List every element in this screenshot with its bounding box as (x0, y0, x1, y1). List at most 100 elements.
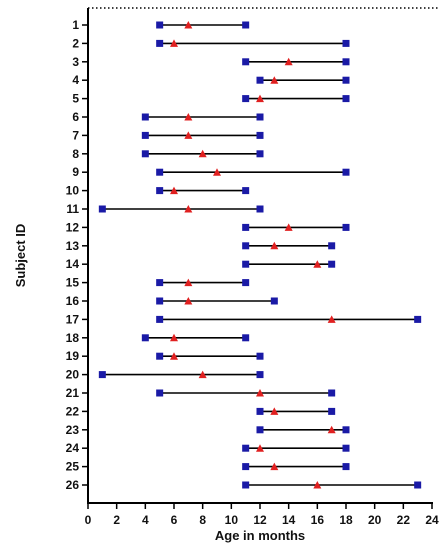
start-marker (242, 58, 250, 66)
start-marker (256, 76, 264, 84)
event-marker (256, 444, 264, 452)
y-tick-label: 22 (66, 404, 80, 418)
start-marker (256, 407, 264, 415)
end-marker (342, 76, 350, 84)
end-marker (414, 481, 422, 489)
x-tick-label: 20 (368, 513, 382, 527)
end-marker (342, 223, 350, 231)
end-marker (256, 150, 264, 158)
end-marker (256, 131, 264, 139)
event-marker (184, 113, 193, 121)
start-marker (242, 95, 250, 103)
start-marker (156, 279, 164, 287)
y-tick-label: 21 (66, 386, 80, 400)
y-tick-label: 25 (66, 460, 80, 474)
event-marker (198, 149, 207, 158)
start-marker (156, 352, 164, 360)
x-tick-label: 2 (113, 513, 120, 527)
end-marker (342, 58, 350, 66)
start-marker (156, 187, 164, 195)
end-marker (270, 297, 278, 305)
x-axis-title: Age in months (215, 528, 305, 543)
y-tick-label: 17 (66, 312, 80, 326)
end-marker (414, 315, 422, 323)
event-marker (284, 57, 293, 66)
x-tick-label: 6 (171, 513, 178, 527)
start-marker (156, 297, 164, 305)
start-marker (242, 242, 250, 250)
y-tick-label: 10 (66, 184, 80, 198)
start-marker (242, 260, 250, 268)
event-marker (313, 481, 322, 489)
start-marker (98, 371, 106, 379)
start-marker (242, 481, 250, 489)
x-tick-label: 24 (425, 513, 439, 527)
y-tick-label: 23 (66, 423, 80, 437)
event-marker (313, 260, 322, 268)
event-marker (256, 389, 264, 397)
event-marker (184, 278, 193, 287)
end-marker (342, 95, 350, 103)
event-marker (184, 297, 193, 305)
end-marker (242, 279, 250, 287)
y-tick-label: 19 (66, 349, 80, 363)
event-marker (270, 462, 279, 471)
start-marker (141, 131, 149, 139)
end-marker (256, 113, 264, 121)
end-marker (342, 426, 350, 434)
y-tick-label: 12 (66, 220, 80, 234)
event-marker (270, 407, 279, 415)
y-tick-label: 9 (72, 165, 79, 179)
start-marker (141, 150, 149, 158)
x-tick-label: 4 (142, 513, 149, 527)
start-marker (242, 463, 250, 471)
y-tick-label: 26 (66, 478, 80, 492)
y-tick-label: 4 (72, 73, 79, 87)
y-tick-label: 8 (72, 147, 79, 161)
end-marker (328, 389, 336, 397)
event-marker (170, 39, 178, 47)
event-marker (213, 168, 221, 176)
event-marker (256, 94, 264, 103)
y-tick-label: 2 (72, 36, 79, 50)
start-marker (141, 334, 149, 342)
end-marker (328, 242, 336, 250)
event-marker (198, 370, 207, 379)
end-marker (242, 187, 250, 195)
event-marker (184, 131, 193, 139)
end-marker (328, 260, 336, 268)
y-tick-label: 5 (72, 92, 79, 106)
event-marker (284, 223, 293, 231)
event-marker (327, 425, 336, 434)
y-tick-label: 24 (66, 441, 80, 455)
start-marker (156, 389, 164, 397)
y-tick-label: 16 (66, 294, 80, 308)
start-marker (141, 113, 149, 121)
x-tick-label: 22 (397, 513, 411, 527)
x-tick-label: 18 (339, 513, 353, 527)
event-marker (170, 352, 178, 360)
x-tick-label: 12 (253, 513, 267, 527)
end-marker (342, 463, 350, 471)
event-marker (270, 241, 279, 250)
start-marker (242, 444, 250, 452)
end-marker (256, 352, 264, 360)
y-tick-label: 7 (72, 128, 79, 142)
end-marker (342, 444, 350, 452)
event-marker (184, 21, 193, 29)
y-tick-label: 6 (72, 110, 79, 124)
x-tick-label: 16 (311, 513, 325, 527)
y-tick-label: 11 (66, 202, 79, 216)
end-marker (342, 39, 350, 47)
start-marker (156, 21, 164, 29)
end-marker (242, 21, 250, 29)
end-marker (342, 168, 350, 176)
x-tick-label: 8 (199, 513, 206, 527)
event-marker (170, 333, 178, 342)
start-marker (242, 223, 250, 231)
start-marker (256, 426, 264, 434)
start-marker (156, 39, 164, 47)
end-marker (242, 334, 250, 342)
y-tick-label: 14 (66, 257, 80, 271)
